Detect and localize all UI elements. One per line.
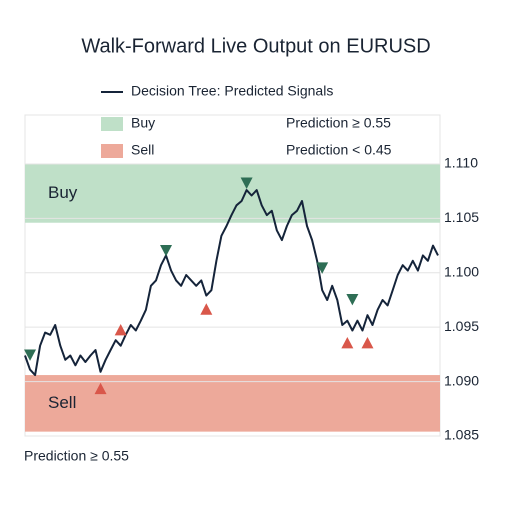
sell-signal — [114, 323, 127, 336]
signal-band — [25, 375, 440, 432]
legend-label: Decision Tree: Predicted Signals — [131, 83, 333, 99]
band-label: Sell — [48, 393, 76, 412]
sell-signal — [94, 382, 107, 395]
legend-swatch — [101, 117, 123, 131]
buy-signal — [316, 262, 329, 274]
legend-rule: Prediction ≥ 0.55 — [286, 115, 391, 131]
price-line — [24, 189, 439, 377]
footnote: Prediction ≥ 0.55 — [24, 448, 129, 464]
legend-rule: Prediction < 0.45 — [286, 142, 392, 158]
y-tick-label: 1.085 — [444, 427, 479, 443]
y-tick-label: 1.105 — [444, 209, 479, 225]
buy-signal — [24, 349, 37, 361]
buy-signal — [240, 177, 253, 189]
buy-signal — [160, 245, 173, 257]
y-tick-label: 1.110 — [444, 155, 478, 171]
legend-swatch — [101, 144, 123, 158]
chart-title: Walk-Forward Live Output on EURUSD — [81, 35, 430, 57]
y-tick-label: 1.100 — [444, 263, 479, 279]
sell-signal — [361, 337, 374, 349]
sell-signal — [200, 303, 213, 315]
band-label: Buy — [48, 183, 78, 202]
buy-signal — [346, 293, 359, 306]
legend-label: Buy — [131, 115, 155, 131]
sell-signal — [341, 337, 354, 349]
y-tick-label: 1.095 — [444, 318, 479, 334]
y-tick-label: 1.090 — [444, 372, 479, 388]
legend-label: Sell — [131, 142, 154, 158]
